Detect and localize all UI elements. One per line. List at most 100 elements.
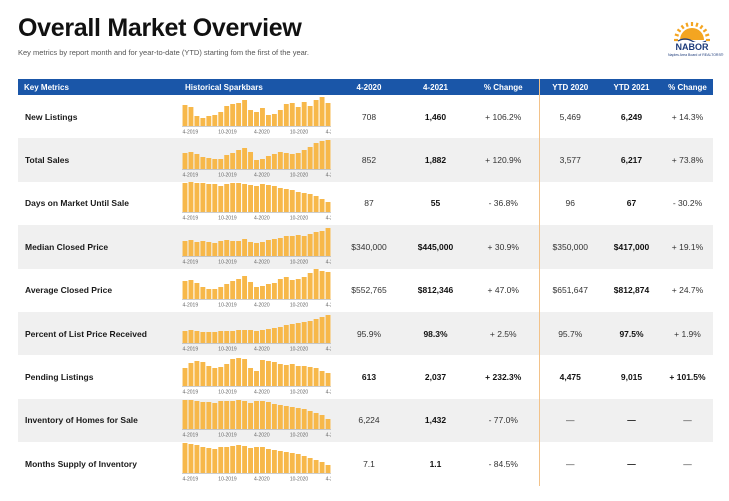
- sparkbar: [200, 331, 206, 343]
- value-month-2021: $445,000: [403, 225, 468, 269]
- sparkbar: [206, 289, 212, 300]
- sparkbar: [236, 279, 242, 300]
- sparkbar: [271, 186, 277, 213]
- sparkbar: [230, 359, 236, 387]
- sparkbar: [188, 329, 194, 343]
- sparkbar: [242, 276, 248, 300]
- value-month-2020: 613: [335, 355, 403, 399]
- value-month-2021: $812,346: [403, 268, 468, 312]
- value-ytd-2020: $350,000: [538, 225, 601, 269]
- sparkbar: [260, 241, 265, 256]
- sparkbar: [325, 419, 331, 430]
- sparkbar-tick-label: 10-2019: [218, 346, 237, 352]
- sparkbar-tick-label: 10-2020: [290, 346, 309, 352]
- sparkbar-tick-label: 4-2021: [326, 216, 331, 222]
- sparkbar: [277, 326, 283, 343]
- value-month-2020: 7.1: [335, 442, 403, 486]
- sparkbar-cell: 4-2019 10-2019 4-2020 10-2020 4-2021: [179, 268, 341, 312]
- sparkbar: [295, 322, 301, 343]
- sparkbar: [218, 401, 224, 430]
- sparkbar: [200, 183, 206, 213]
- value-month-change: + 47.0%: [468, 268, 539, 312]
- sparkbar-tick-label: 4-2020: [254, 476, 270, 482]
- sparkbar: [200, 287, 206, 300]
- sparkbar-cell: 4-2019 10-2019 4-2020 10-2020 4-2021: [179, 442, 341, 486]
- value-ytd-2021: —: [601, 398, 662, 443]
- sparkbar: [188, 182, 194, 213]
- sparkbar: [301, 455, 307, 473]
- sparkbar-cell: 4-2019 10-2019 4-2020 10-2020 4-2021: [179, 138, 341, 182]
- sparkbar: [307, 233, 313, 256]
- sparkbar: [200, 157, 206, 170]
- page-title: Overall Market Overview: [18, 14, 302, 42]
- sparkbar-tick-label: 4-2021: [326, 390, 331, 396]
- table-header-row: Key Metrics Historical Sparkbars 4-2020 …: [18, 79, 713, 95]
- value-ytd-2020: 4,475: [538, 355, 601, 399]
- sparkbar: [182, 153, 188, 170]
- market-metrics-table: Key Metrics Historical Sparkbars 4-2020 …: [18, 79, 713, 486]
- sparkbar: [230, 330, 236, 343]
- table-row: Pending Listings 4-2019 10-2019 4-2020 10-20…: [18, 355, 713, 399]
- sparkbar: [206, 331, 212, 343]
- metric-label: Percent of List Price Received: [18, 311, 179, 356]
- sparkbar-tick-label: 4-2021: [326, 433, 331, 439]
- header-month-2020: 4-2020: [335, 79, 403, 95]
- sparkbar: [230, 401, 236, 430]
- sparkbar: [200, 402, 206, 430]
- sparkbar-tick-label: 4-2019: [183, 433, 199, 439]
- sparkbar: [289, 323, 295, 343]
- value-ytd-change: + 73.8%: [662, 138, 713, 182]
- header-month-2021: 4-2021: [403, 79, 468, 95]
- header-sparkbars: Historical Sparkbars: [179, 79, 335, 95]
- sparkbar-tick-label: 4-2020: [254, 129, 270, 135]
- sparkbar-cell: 4-2019 10-2019 4-2020 10-2020 4-2021: [179, 181, 341, 226]
- sparkbar: [206, 366, 212, 387]
- sparkbar-cell: 4-2019 10-2019 4-2020 10-2020 4-2021: [179, 355, 341, 399]
- sparkbar-tick-label: 4-2019: [183, 476, 199, 482]
- sparkbar: [242, 184, 248, 213]
- sparkbar: [319, 271, 325, 300]
- sparkbar: [265, 328, 271, 343]
- sparkbar: [260, 446, 265, 473]
- sparkbar: [242, 99, 248, 126]
- metric-label: Total Sales: [18, 138, 179, 182]
- sparkbar: [224, 155, 230, 170]
- sparkbar: [194, 154, 200, 170]
- sparkbar-cell: 4-2019 10-2019 4-2020 10-2020 4-2021: [179, 398, 341, 443]
- sparkbar: [236, 183, 242, 213]
- sparkbar: [260, 401, 265, 430]
- value-month-change: - 77.0%: [468, 398, 539, 443]
- sparkbar: [254, 160, 259, 170]
- sparkbar: [265, 185, 271, 213]
- sparkbar: [218, 446, 224, 473]
- sparkbar: [319, 199, 325, 213]
- sparkbar: [230, 281, 236, 300]
- sparkbar: [230, 183, 236, 213]
- sparkbar: [218, 330, 224, 343]
- sparkbar: [182, 368, 188, 387]
- sparkbar-cell: 4-2019 10-2019 4-2020 10-2020 4-2021: [179, 95, 341, 139]
- sparkbar: [325, 314, 331, 343]
- sparkbar: [295, 408, 301, 430]
- sparkbar-cell: 4-2019 10-2019 4-2020 10-2020 4-2021: [179, 311, 341, 356]
- sparkbar-tick-label: 4-2021: [326, 346, 331, 352]
- sparkbar: [319, 316, 325, 343]
- sparkbar: [307, 273, 313, 300]
- sparkbar-tick-label: 10-2019: [218, 173, 237, 179]
- sparkbar: [265, 361, 271, 387]
- sparkbar: [200, 446, 206, 473]
- value-month-2020: 708: [335, 95, 403, 139]
- sun-ray: [674, 33, 680, 37]
- sparkbar: [236, 150, 242, 170]
- sparkbar: [319, 415, 325, 430]
- value-month-2020: 852: [335, 138, 403, 182]
- sparkbar: [289, 235, 295, 256]
- sparkbar: [277, 450, 283, 473]
- sparkbar: [248, 447, 253, 473]
- sparkbar: [248, 329, 253, 343]
- sparkbar-chart: 4-2019 10-2019 4-2020 10-2020 4-2021: [182, 140, 341, 179]
- sparkbar: [301, 409, 307, 430]
- table-row: Days on Market Until Sale 4-2019 10-2019 4-…: [18, 181, 713, 226]
- sparkbar-tick-label: 10-2019: [218, 390, 237, 396]
- sparkbar: [313, 318, 319, 343]
